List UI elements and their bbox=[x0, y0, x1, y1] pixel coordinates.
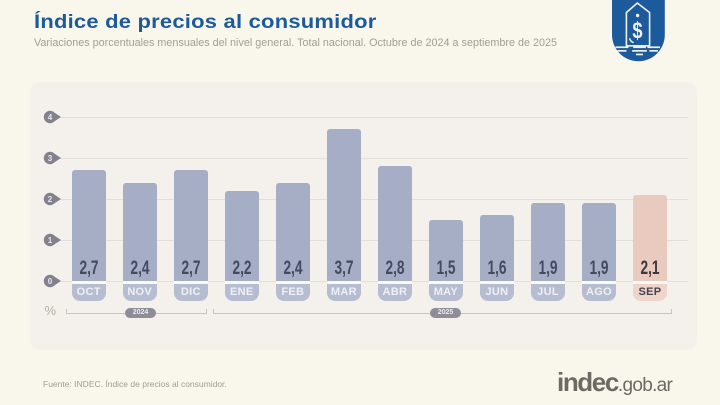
svg-text:$: $ bbox=[632, 19, 642, 45]
svg-text:2: 2 bbox=[48, 195, 53, 204]
svg-text:1: 1 bbox=[48, 236, 53, 245]
svg-text:3: 3 bbox=[48, 154, 53, 163]
svg-text:4: 4 bbox=[48, 113, 53, 122]
svg-text:0: 0 bbox=[48, 277, 53, 286]
